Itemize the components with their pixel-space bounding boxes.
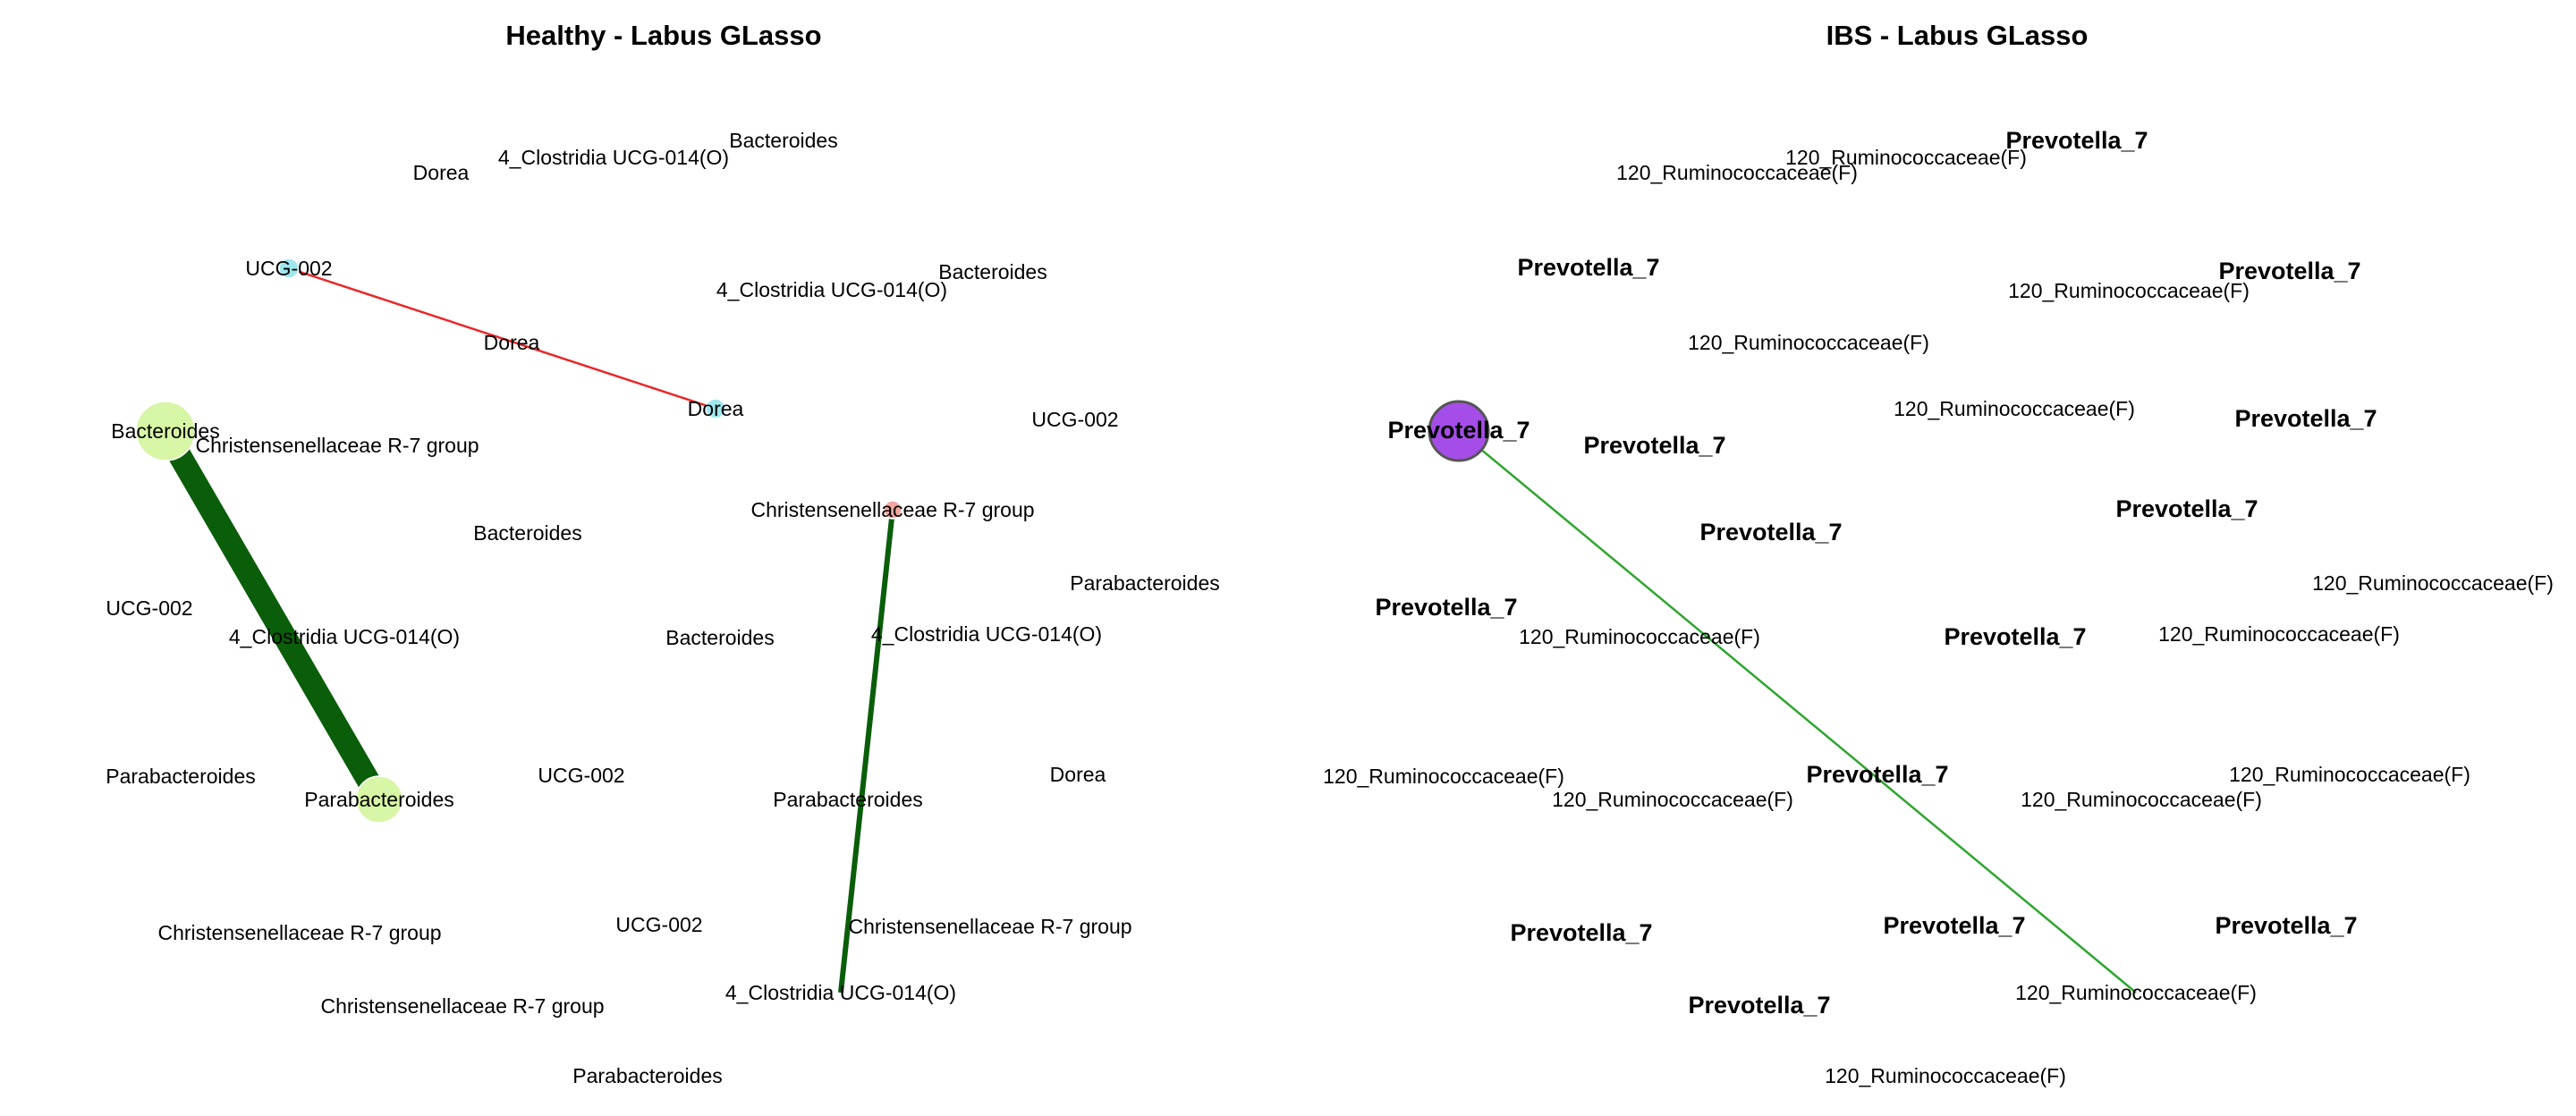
- nodes-ibs: Prevotella_7120_Ruminococcaceae(F)120_Ru…: [1323, 127, 2554, 1087]
- node-label: Dorea: [413, 161, 470, 184]
- panel-ibs: IBS - Labus GLasso Prevotella_7120_Rumin…: [1323, 20, 2554, 1087]
- node-label: Prevotella_7: [1883, 912, 2025, 939]
- node-label: Prevotella_7: [1806, 761, 1948, 788]
- node-label: Parabacteroides: [106, 765, 256, 788]
- node-label: Prevotella_7: [1583, 432, 1725, 459]
- network-edge: [1458, 430, 2137, 993]
- node-label: Prevotella_7: [1387, 417, 1530, 444]
- node-label: Christensenellaceae R-7 group: [848, 915, 1131, 938]
- network-edge: [288, 266, 716, 410]
- node-label: 120_Ruminococcaceae(F): [1894, 397, 2135, 420]
- edges-healthy: [155, 266, 895, 993]
- edges-ibs: [1458, 430, 2137, 993]
- node-label: 120_Ruminococcaceae(F): [1825, 1064, 2066, 1087]
- node-label: Prevotella_7: [1510, 919, 1652, 946]
- node-label: Prevotella_7: [1375, 594, 1517, 621]
- node-label: 4_Clostridia UCG-014(O): [716, 278, 947, 301]
- network-node: [705, 398, 726, 419]
- node-label: Christensenellaceae R-7 group: [320, 994, 604, 1018]
- node-label: Bacteroides: [473, 521, 581, 545]
- node-label: Bacteroides: [729, 129, 837, 152]
- network-edge: [838, 509, 895, 993]
- node-label: UCG-002: [106, 596, 192, 620]
- panel-title-ibs: IBS - Labus GLasso: [1826, 20, 2089, 51]
- node-label: Dorea: [484, 331, 540, 354]
- node-label: 120_Ruminococcaceae(F): [2158, 622, 2400, 646]
- node-label: 120_Ruminococcaceae(F): [2229, 763, 2470, 786]
- node-label: Prevotella_7: [1944, 623, 2086, 650]
- node-label: Bacteroides: [665, 626, 774, 649]
- node-label: UCG-002: [1031, 408, 1118, 431]
- node-label: Prevotella_7: [2218, 258, 2360, 284]
- node-label: Prevotella_7: [1699, 519, 1842, 545]
- node-label: 4_Clostridia UCG-014(O): [871, 622, 1102, 646]
- node-label: 120_Ruminococcaceae(F): [2312, 571, 2554, 595]
- node-label: Prevotella_7: [2005, 127, 2148, 154]
- node-label: Dorea: [688, 397, 744, 420]
- node-label: Parabacteroides: [572, 1064, 723, 1087]
- node-label: UCG-002: [245, 257, 332, 280]
- node-label: 120_Ruminococcaceae(F): [1616, 161, 1858, 184]
- network-node: [278, 258, 300, 279]
- node-label: Prevotella_7: [2115, 495, 2258, 522]
- network-node-hub: [141, 407, 190, 455]
- node-label: 120_Ruminococcaceae(F): [2008, 279, 2250, 302]
- node-label: 4_Clostridia UCG-014(O): [229, 625, 460, 648]
- network-node: [1428, 400, 1490, 462]
- node-label: Prevotella_7: [2215, 912, 2357, 939]
- node-label: 120_Ruminococcaceae(F): [2015, 981, 2257, 1004]
- network-node-hub: [360, 781, 398, 818]
- node-label: UCG-002: [538, 764, 624, 787]
- node-label: Prevotella_7: [1517, 254, 1659, 281]
- node-label: Prevotella_7: [2234, 405, 2377, 432]
- node-label: 120_Ruminococcaceae(F): [1785, 146, 2027, 169]
- node-label: Christensenellaceae R-7 group: [195, 434, 479, 457]
- node-label: Christensenellaceae R-7 group: [157, 921, 441, 944]
- node-label: 120_Ruminococcaceae(F): [1688, 331, 1929, 354]
- node-label: Prevotella_7: [1688, 992, 1830, 1019]
- node-label: 120_Ruminococcaceae(F): [1552, 788, 1793, 811]
- node-label: 120_Ruminococcaceae(F): [2021, 788, 2262, 811]
- network-edge: [155, 425, 390, 806]
- node-label: Parabacteroides: [1070, 571, 1220, 595]
- node-label: 120_Ruminococcaceae(F): [1519, 625, 1760, 648]
- node-label: Parabacteroides: [304, 788, 454, 811]
- node-label: 4_Clostridia UCG-014(O): [498, 146, 729, 169]
- node-label: Dorea: [1050, 763, 1106, 786]
- node-label: Parabacteroides: [773, 788, 923, 811]
- node-label: Bacteroides: [111, 419, 219, 443]
- node-label: 4_Clostridia UCG-014(O): [725, 981, 956, 1004]
- node-label: 120_Ruminococcaceae(F): [1323, 765, 1564, 788]
- node-label: Christensenellaceae R-7 group: [750, 498, 1034, 521]
- network-node: [883, 500, 902, 520]
- panel-healthy: Healthy - Labus GLasso Dorea 4_Clostridia…: [106, 20, 1220, 1087]
- node-label: Bacteroides: [938, 260, 1046, 283]
- node-label: UCG-002: [615, 913, 702, 936]
- panel-title-healthy: Healthy - Labus GLasso: [505, 20, 821, 51]
